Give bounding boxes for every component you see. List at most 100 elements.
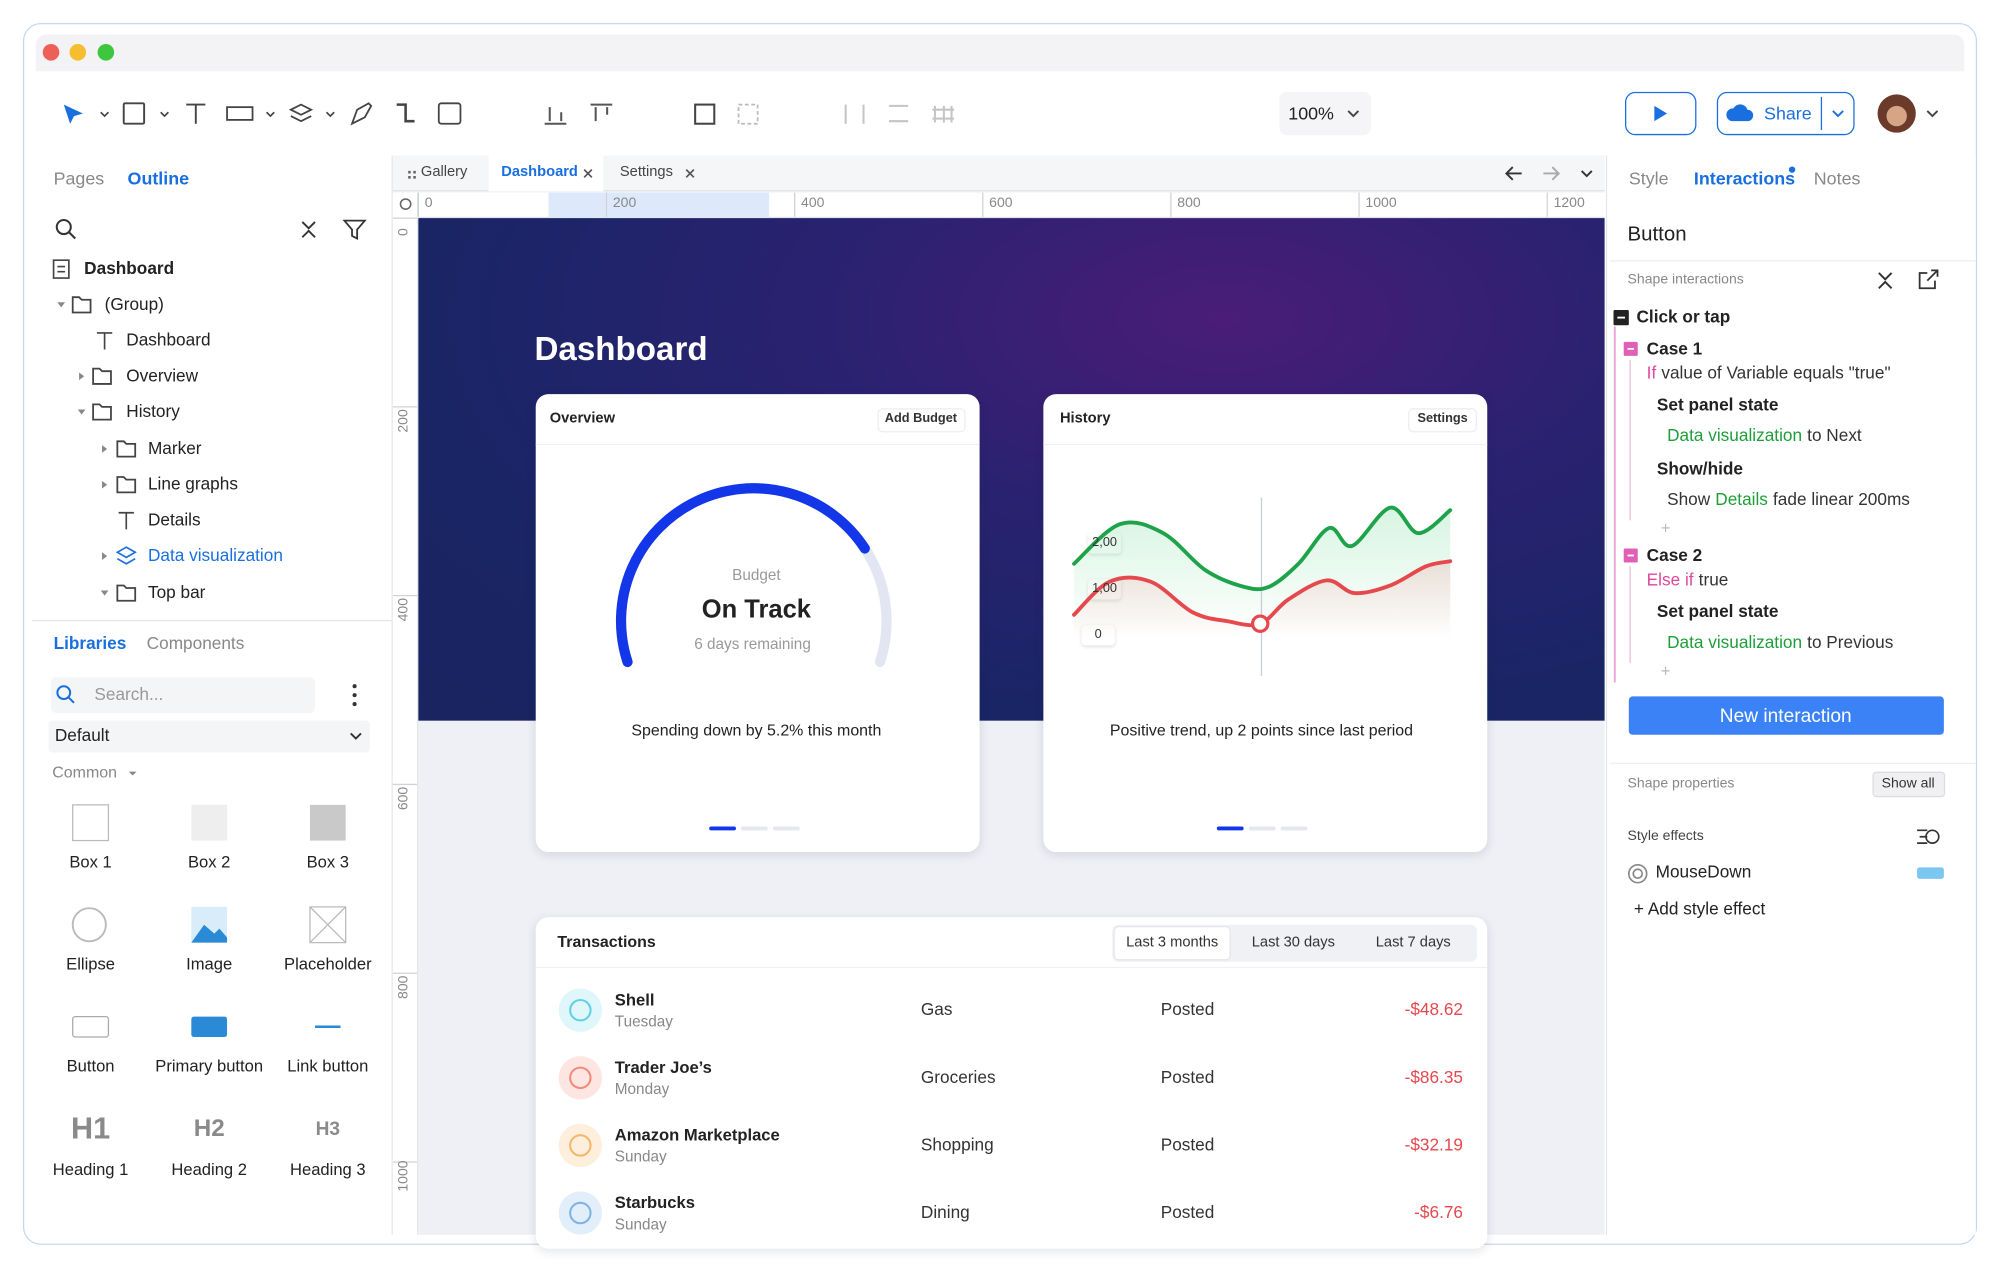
segment-active[interactable] <box>1113 926 1231 961</box>
component-label[interactable]: Heading 1 <box>52 1159 129 1179</box>
component-label[interactable]: Box 2 <box>187 852 231 872</box>
action-title: Set panel state <box>1656 601 1779 622</box>
show-all-label[interactable]: Show all <box>1881 776 1935 792</box>
card-action[interactable]: Settings <box>1417 411 1468 427</box>
add-effect[interactable]: + Add style effect <box>1633 899 1766 919</box>
primary-button[interactable] <box>1628 696 1944 735</box>
trend-line <box>1072 559 1453 628</box>
primary-button-label[interactable]: New interaction <box>1719 705 1852 728</box>
canvas-tab[interactable]: Settings <box>619 164 673 180</box>
component-label[interactable]: Ellipse <box>66 954 115 974</box>
component-label[interactable]: Box 1 <box>69 852 112 872</box>
tab[interactable]: Pages <box>53 167 105 189</box>
component-label[interactable]: Primary button <box>155 1056 264 1076</box>
axis-label: 1,00 <box>1092 581 1118 596</box>
share-label[interactable]: Share <box>1764 102 1812 124</box>
trend-line <box>1072 505 1453 592</box>
tool-layers <box>288 103 314 123</box>
card-button[interactable] <box>877 408 966 433</box>
ruler-label: 600 <box>395 786 412 811</box>
filter[interactable]: Last 3 months <box>1126 935 1219 951</box>
card-title: Transactions <box>557 933 656 951</box>
filter-icon <box>342 219 367 240</box>
placeholder-icon <box>309 906 347 944</box>
text-piece: true <box>1698 570 1729 590</box>
tab[interactable]: Notes <box>1813 167 1861 189</box>
text-piece: Details <box>1715 489 1768 509</box>
add-action[interactable]: + <box>1660 518 1671 538</box>
effects-icon-ring <box>1925 829 1940 844</box>
box-icon <box>309 804 346 841</box>
tab[interactable]: Components <box>146 633 245 653</box>
amount: -$86.35 <box>1404 1067 1464 1087</box>
tree-item[interactable]: History <box>126 401 180 421</box>
ruler-label: 800 <box>1177 195 1201 211</box>
tree-expander <box>102 552 108 560</box>
pager-dot <box>1248 826 1276 831</box>
component-label[interactable]: Heading 2 <box>171 1159 247 1179</box>
tab-active[interactable]: Outline <box>127 167 190 189</box>
tree-item[interactable]: Data visualization <box>147 545 283 565</box>
filter[interactable]: Last 30 days <box>1251 935 1335 951</box>
tab-active[interactable]: Interactions <box>1693 167 1796 189</box>
ruler-y <box>392 192 419 1235</box>
component-label[interactable]: Link button <box>287 1056 369 1076</box>
gauge-track <box>859 543 892 668</box>
merchant-icon-inner <box>569 1201 592 1225</box>
component-label[interactable]: Box 3 <box>306 852 350 872</box>
selection-name: Button <box>1627 223 1687 246</box>
cloud-icon <box>1726 104 1754 122</box>
show-all-button[interactable] <box>1872 771 1946 798</box>
tab[interactable]: Style <box>1628 167 1669 189</box>
tool-connector <box>396 103 415 123</box>
dropdown-caret <box>1347 110 1360 118</box>
library-select[interactable] <box>48 720 370 753</box>
effect-name[interactable]: MouseDown <box>1655 862 1752 882</box>
filter[interactable]: Last 7 days <box>1375 935 1451 951</box>
card <box>535 917 1488 1249</box>
tool-text <box>186 103 206 124</box>
text-piece: to Previous <box>1807 632 1894 652</box>
search-field[interactable] <box>51 677 316 714</box>
tree-item[interactable]: Marker <box>147 438 202 458</box>
tree-item[interactable]: Top bar <box>147 582 206 602</box>
add-action[interactable]: + <box>1660 660 1671 681</box>
share-button[interactable] <box>1716 91 1855 136</box>
tree-item[interactable]: Line graphs <box>147 474 238 494</box>
component-label[interactable]: Image <box>186 954 233 974</box>
component-label[interactable]: Button <box>66 1056 115 1076</box>
zoom-level[interactable]: 100% <box>1288 102 1334 124</box>
case-name: Case 1 <box>1646 339 1703 359</box>
tree-item[interactable]: Dashboard <box>84 258 175 278</box>
merchant-icon <box>558 1123 603 1168</box>
component-label[interactable]: Placeholder <box>284 954 372 974</box>
nav-forward <box>1543 166 1561 181</box>
canvas-tab[interactable]: Gallery <box>420 164 468 180</box>
play-button[interactable] <box>1624 91 1697 136</box>
tree-item[interactable]: Overview <box>126 365 199 386</box>
ruler-label: 400 <box>395 597 412 622</box>
card-caption: Positive trend, up 2 points since last p… <box>1109 721 1414 740</box>
tree-item[interactable]: (Group) <box>104 294 164 314</box>
card-divider <box>535 966 1488 969</box>
ruler-label: 600 <box>989 195 1013 211</box>
tab-active[interactable]: Libraries <box>53 633 127 653</box>
tree-item[interactable]: Dashboard <box>126 330 211 350</box>
ruler-label: 0 <box>395 228 412 237</box>
library-name[interactable]: Default <box>54 725 110 745</box>
action-title: Show/hide <box>1656 459 1743 479</box>
card-action[interactable]: Add Budget <box>884 411 958 427</box>
tree-item[interactable]: Details <box>147 510 201 530</box>
merchant: Starbucks <box>614 1192 695 1212</box>
card-button[interactable] <box>1408 408 1478 433</box>
status: Posted <box>1160 1135 1215 1155</box>
card <box>535 394 980 853</box>
canvas-tab-active[interactable]: Dashboard <box>501 164 578 180</box>
component-label[interactable]: Heading 3 <box>289 1159 366 1179</box>
category: Groceries <box>920 1067 996 1087</box>
merchant-icon-inner <box>569 998 592 1022</box>
folder-icon <box>116 440 137 458</box>
pager-dot <box>741 826 768 831</box>
